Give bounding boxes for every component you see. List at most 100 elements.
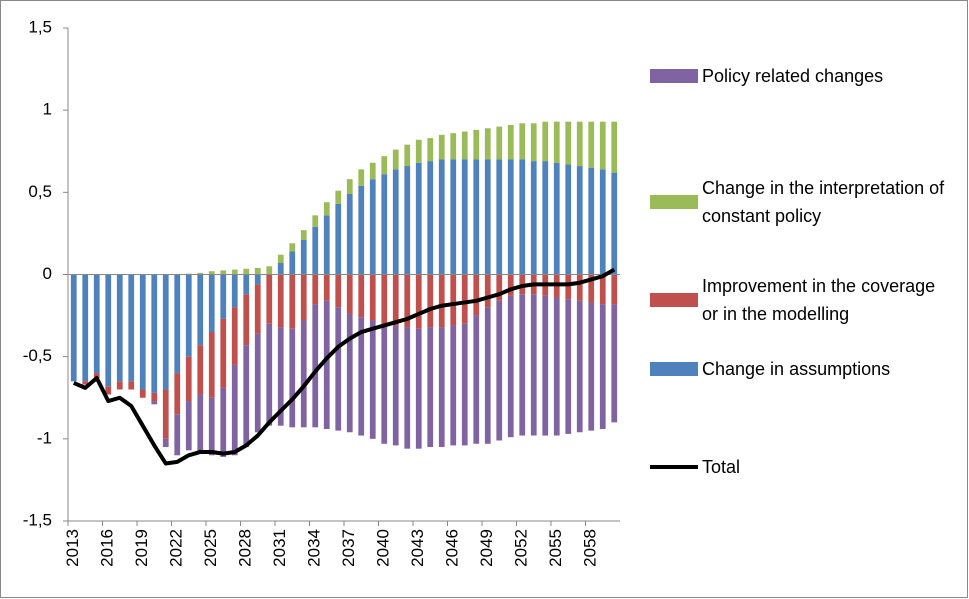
bar [576,121,583,167]
bar [438,327,445,448]
bar [323,202,330,216]
bar [266,274,273,324]
bar [553,297,560,436]
bar [335,203,342,275]
bar [519,294,526,436]
bar [381,174,388,275]
legend-swatch [650,465,698,469]
bar [392,149,399,170]
bar [208,332,215,398]
bar [243,274,250,295]
bar [542,121,549,162]
bar [93,274,100,374]
bar [576,166,583,275]
bar [599,304,606,429]
bar [162,438,169,448]
y-tick-label: -1 [37,428,52,447]
bar [519,123,526,160]
bar [358,169,365,186]
y-tick-label: 0 [43,264,52,283]
bar [450,133,457,160]
legend-label: Policy related changes [702,66,884,86]
bar [415,162,422,275]
bar [174,373,181,415]
legend-item: Change in assumptions [650,355,950,383]
bar [197,394,204,452]
bar [507,159,514,275]
bar [197,272,204,275]
bar [162,274,169,390]
bar [266,266,273,275]
bar [277,262,284,275]
bar [277,254,284,263]
bar [565,299,572,434]
bar [323,274,330,301]
bar [461,323,468,446]
bar [162,389,169,439]
bar [565,164,572,275]
bar [220,274,227,319]
bar [369,162,376,180]
bar [484,274,491,308]
bar [599,169,606,275]
bar [565,274,572,300]
bar [116,274,123,382]
bar [174,274,181,374]
bar [381,156,388,175]
legend-label: Total [702,457,741,477]
bar [266,323,273,426]
bar [473,159,480,275]
y-tick-label: 1 [43,100,52,119]
bar [197,274,204,346]
bar [277,327,284,426]
x-tick-label: 2022 [167,529,186,567]
bar [335,190,342,204]
bar [289,328,296,428]
bar [277,274,284,328]
x-tick-label: 2049 [477,529,496,567]
bar [323,300,330,429]
bar [139,389,146,398]
bar [392,169,399,275]
bar [599,121,606,170]
bar [254,267,261,275]
bar [116,381,123,390]
legend-swatch [650,195,698,209]
bar [208,271,215,275]
bar [220,387,227,457]
bar [381,274,388,324]
bar [369,179,376,275]
legend-label: Improvement in the coverage or in the mo… [702,276,936,324]
bar [392,274,399,326]
bar [404,166,411,275]
bar [358,317,365,436]
legend-label: Change in the interpretation of constant… [702,178,945,226]
bar [243,294,250,346]
bar [185,401,192,451]
x-tick-label: 2013 [63,529,82,567]
x-tick-label: 2019 [132,529,151,567]
bar [473,315,480,444]
bar [530,294,537,436]
bar [599,274,606,305]
bar [415,274,422,329]
bar [427,274,434,328]
bar [231,364,238,456]
line [72,267,616,466]
legend-item: Policy related changes [650,62,950,90]
bar [185,356,192,402]
bar [174,414,181,456]
bar [461,159,468,275]
bar [335,307,342,431]
bar [611,304,618,423]
bar [151,401,158,405]
bar [611,121,618,173]
y-tick-label: -1,5 [23,510,52,529]
bar [553,121,560,163]
bar [346,193,353,275]
bar [312,274,319,305]
bar [484,128,491,160]
bar [542,295,549,436]
